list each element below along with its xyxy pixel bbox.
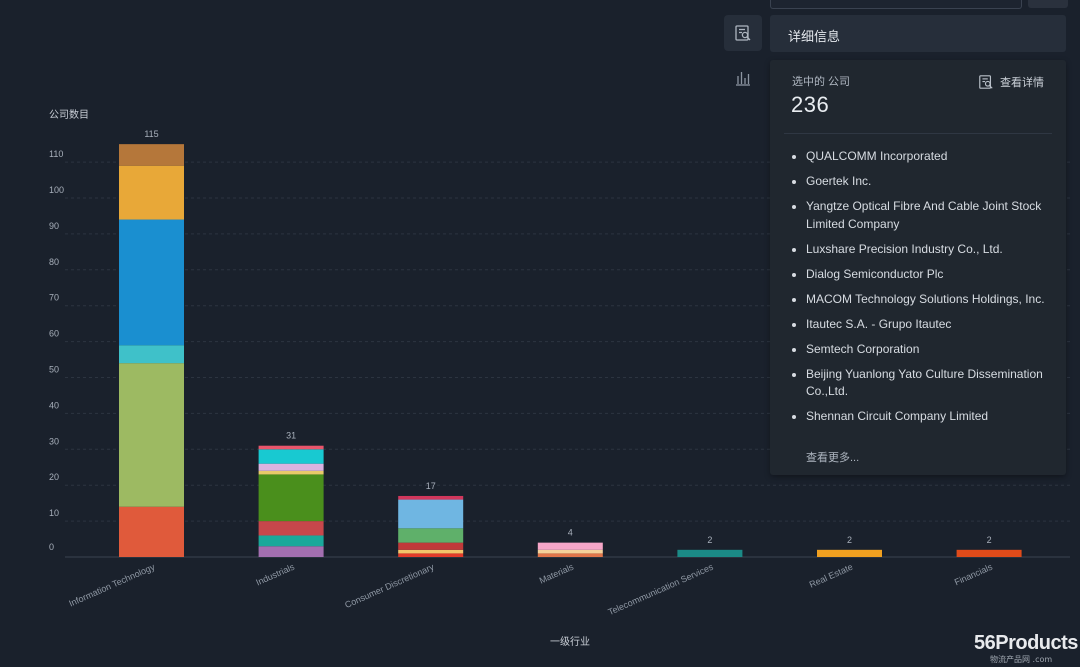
detail-panel: 选中的 公司 236 查看详情 QUALCOMM Incorporated Go… xyxy=(770,60,1066,475)
bar-segment xyxy=(398,553,464,557)
bar-segment xyxy=(258,535,324,547)
detail-icon xyxy=(979,75,993,89)
list-item[interactable]: Yangtze Optical Fibre And Cable Joint St… xyxy=(806,198,1068,233)
y-axis-label: 公司数目 xyxy=(49,108,89,121)
y-tick-label: 110 xyxy=(49,149,63,159)
list-item[interactable]: Goertek Inc. xyxy=(806,173,1068,191)
y-tick-label: 50 xyxy=(49,365,59,375)
bar-segment xyxy=(119,144,184,166)
bar-segment xyxy=(537,553,603,557)
x-tick-label: Information Technology xyxy=(67,561,156,608)
list-item[interactable]: QUALCOMM Incorporated xyxy=(806,148,1068,166)
bar-segment xyxy=(398,549,464,554)
list-item[interactable]: MACOM Technology Solutions Holdings, Inc… xyxy=(806,291,1068,309)
list-item[interactable]: Beijing Yuanlong Yato Culture Disseminat… xyxy=(806,366,1068,401)
detail-panel-title: 详细信息 xyxy=(788,29,841,44)
bar-segment xyxy=(537,549,603,554)
bar-total-label: 2 xyxy=(847,535,852,545)
watermark-sub: 物流产品网 .com xyxy=(990,655,1053,664)
x-tick-label: Materials xyxy=(538,561,576,585)
bar-segment xyxy=(956,549,1022,557)
detail-icon xyxy=(735,25,751,41)
y-tick-label: 70 xyxy=(49,293,59,303)
bar-segment xyxy=(119,165,184,220)
bar-segment xyxy=(537,542,603,550)
selected-count: 236 xyxy=(791,92,830,117)
bar-segment xyxy=(258,474,324,522)
bar-segment xyxy=(119,363,184,507)
x-tick-label: Telecommunication Services xyxy=(606,561,715,617)
watermark-main: 56Products xyxy=(974,632,1078,654)
bar-total-label: 17 xyxy=(426,481,436,491)
detail-view-button[interactable] xyxy=(724,15,762,51)
bar-segment xyxy=(258,445,324,450)
bar-total-label: 31 xyxy=(286,431,296,441)
y-tick-label: 100 xyxy=(49,185,64,195)
bar-segment xyxy=(258,470,324,475)
x-tick-label: Consumer Discretionary xyxy=(343,561,436,610)
view-details-label: 查看详情 xyxy=(1000,77,1044,89)
bar-segment xyxy=(119,506,184,557)
see-more-link[interactable]: 查看更多... xyxy=(806,452,860,464)
bar-segment xyxy=(398,499,464,529)
x-tick-label: Industrials xyxy=(254,561,296,587)
bar-total-label: 2 xyxy=(987,535,992,545)
bar-segment xyxy=(258,546,324,557)
bar-total-label: 115 xyxy=(144,129,158,139)
bar-segment xyxy=(119,345,184,364)
bar-chart-icon xyxy=(736,72,750,86)
y-tick-label: 20 xyxy=(49,472,59,482)
search-input[interactable] xyxy=(770,0,1022,9)
list-item[interactable]: Semtech Corporation xyxy=(806,341,1068,359)
divider xyxy=(784,133,1052,134)
bar-total-label: 2 xyxy=(707,535,712,545)
bar-segment xyxy=(258,521,324,536)
list-item[interactable]: Dialog Semiconductor Plc xyxy=(806,266,1068,284)
watermark-logo: 56Products 物流产品网 .com xyxy=(972,630,1080,667)
list-item[interactable]: Itautec S.A. - Grupo Itautec xyxy=(806,316,1068,334)
company-list: QUALCOMM Incorporated Goertek Inc. Yangt… xyxy=(790,148,1068,433)
y-tick-label: 80 xyxy=(49,257,59,267)
x-tick-label: Financials xyxy=(953,561,995,587)
list-item[interactable]: Shennan Circuit Company Limited xyxy=(806,408,1068,426)
y-tick-label: 60 xyxy=(49,329,59,339)
x-tick-label: Real Estate xyxy=(808,562,855,590)
selected-label: 选中的 公司 xyxy=(792,76,851,88)
y-tick-label: 90 xyxy=(49,221,59,231)
bar-segment xyxy=(817,549,882,557)
x-axis-label: 一级行业 xyxy=(550,635,590,648)
bar-segment xyxy=(677,549,743,557)
bar-total-label: 4 xyxy=(568,528,573,538)
bar-segment xyxy=(258,449,324,464)
y-tick-label: 40 xyxy=(49,400,59,410)
bar-segment xyxy=(398,528,464,543)
y-tick-label: 0 xyxy=(49,542,54,552)
view-details-link[interactable]: 查看详情 xyxy=(978,74,1044,90)
detail-panel-header: 详细信息 xyxy=(770,15,1066,52)
chart-view-button[interactable] xyxy=(724,60,762,96)
bar-segment xyxy=(258,463,324,471)
bar-segment xyxy=(398,495,464,500)
bar-segment xyxy=(398,542,464,550)
search-button[interactable] xyxy=(1028,0,1068,8)
bar-segment xyxy=(119,219,184,346)
y-tick-label: 30 xyxy=(49,436,59,446)
y-tick-label: 10 xyxy=(49,508,59,518)
list-item[interactable]: Luxshare Precision Industry Co., Ltd. xyxy=(806,241,1068,259)
